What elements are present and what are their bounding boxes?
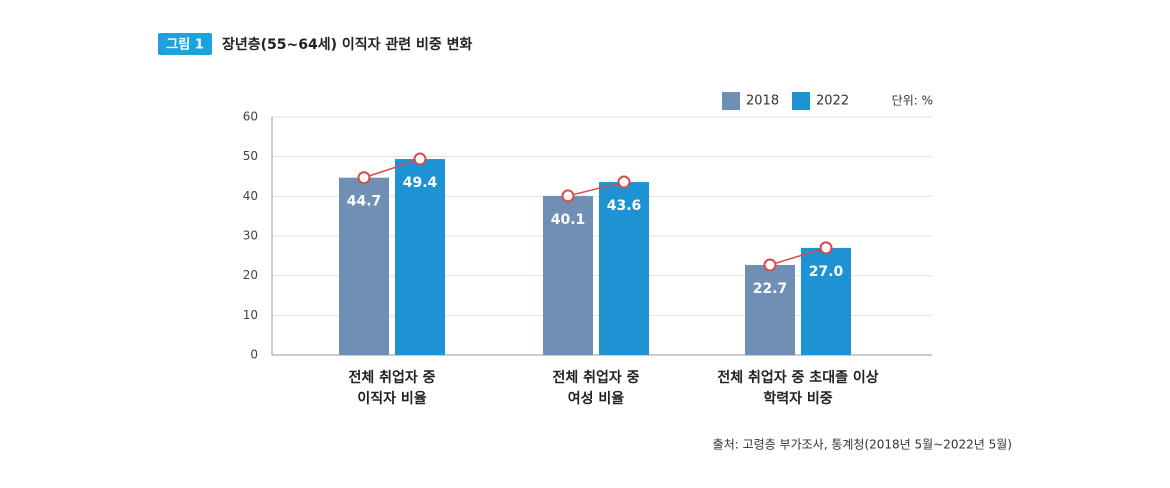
- data-label: 22.7: [753, 281, 788, 297]
- figure-badge: [158, 33, 212, 55]
- trend-point: [763, 258, 777, 272]
- legend-swatch: [722, 92, 740, 110]
- bar: [543, 195, 593, 355]
- trend-point: [561, 189, 575, 203]
- trend-point: [617, 175, 631, 189]
- source: 출처: 고령층 부가조사, 통계청(2018년 5월~2022년 5월): [713, 438, 1012, 452]
- bar: [339, 177, 389, 355]
- y-tick-label: 20: [243, 268, 258, 282]
- trend-line: [363, 158, 421, 179]
- chart-title: 장년층(55~64세) 이직자 관련 비중 변화: [222, 36, 473, 53]
- data-label: 43.6: [607, 198, 642, 214]
- bar: [395, 159, 445, 355]
- data-label: 44.7: [347, 194, 382, 210]
- legend-label: 2022: [816, 94, 849, 109]
- trend-point: [413, 152, 427, 166]
- y-tick-label: 0: [250, 348, 258, 362]
- legend-swatch: [792, 92, 810, 110]
- bar: [801, 247, 851, 355]
- bar: [599, 182, 649, 355]
- figure-label: 그림 1: [166, 38, 204, 53]
- x-tick-label: 전체 취업자 중: [348, 369, 435, 386]
- y-tick-label: 50: [243, 149, 258, 163]
- y-tick-label: 30: [243, 229, 258, 243]
- unit-label: 단위: %: [892, 94, 933, 108]
- y-tick-label: 40: [243, 189, 258, 203]
- bar: [745, 264, 795, 355]
- x-tick-label: 전체 취업자 중 초대졸 이상: [717, 369, 878, 386]
- y-tick-label: 60: [243, 110, 258, 124]
- data-label: 40.1: [551, 212, 586, 228]
- y-tick-label: 10: [243, 308, 258, 322]
- trend-line: [769, 247, 827, 266]
- legend-label: 2018: [746, 94, 779, 109]
- x-tick-label: 여성 비율: [568, 390, 625, 407]
- trend-point: [819, 241, 833, 255]
- x-tick-label: 이직자 비율: [357, 390, 426, 407]
- x-tick-label: 전체 취업자 중: [552, 369, 639, 386]
- data-label: 27.0: [809, 264, 844, 280]
- trend-line: [567, 181, 625, 197]
- trend-point: [357, 171, 371, 185]
- data-label: 49.4: [403, 175, 438, 191]
- x-tick-label: 학력자 비중: [763, 391, 832, 407]
